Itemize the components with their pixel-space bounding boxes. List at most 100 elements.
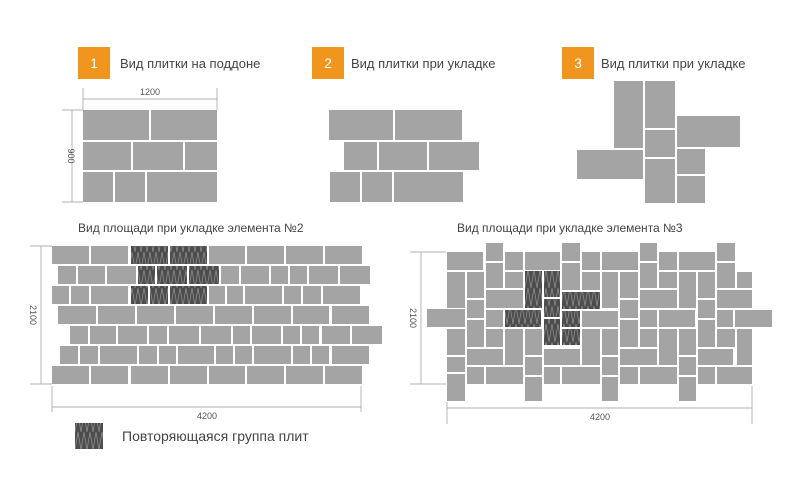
panel-3-tile	[577, 150, 643, 179]
area-3-tile	[717, 367, 752, 384]
area-3-tile	[735, 310, 772, 327]
area-3-tile	[698, 272, 715, 298]
area-2-tile	[340, 266, 370, 284]
area-2-tile	[322, 326, 350, 344]
legend-label: Повторяющаяся группа плит	[122, 428, 309, 444]
area-3-repeat-tile	[544, 319, 560, 345]
area-2-tile	[286, 366, 323, 384]
panel-3-tile	[614, 81, 643, 148]
badge-2-number: 2	[324, 55, 332, 71]
area-3-tile	[486, 310, 503, 327]
panel-2-title: Вид плитки при укладке	[351, 56, 495, 71]
area-2-tile	[216, 346, 233, 364]
area-2-tile	[60, 346, 78, 364]
panel-1-tile	[151, 110, 217, 140]
area-2-tile	[221, 266, 239, 284]
area-3-repeat-tile	[562, 329, 580, 345]
area-3-tile	[620, 272, 638, 298]
area-3-tile	[620, 367, 638, 384]
area-2-tile	[100, 346, 137, 364]
area-3-tile	[467, 300, 484, 318]
area-2-tile	[323, 286, 360, 304]
area-3-tile	[582, 329, 600, 365]
area-2-repeat-tile	[170, 286, 207, 304]
panel-2-tile	[362, 172, 392, 202]
area-3-tile	[602, 377, 618, 401]
area-3-tile	[659, 329, 677, 365]
panel-1-tile	[83, 142, 131, 170]
area-2-tile	[209, 366, 245, 384]
area-2-tile	[312, 346, 329, 364]
area-3-tile	[486, 329, 503, 347]
area-2-tile	[58, 266, 76, 284]
area-3-tile	[447, 329, 465, 355]
badge-3	[562, 47, 594, 79]
area-3-tile	[640, 329, 657, 347]
area-2-tile	[303, 286, 321, 304]
area-2-tile	[149, 326, 167, 344]
area-2-tile	[309, 266, 338, 284]
area-3-tile	[698, 320, 715, 347]
area-2-tile	[332, 306, 369, 324]
panel-2-tile	[329, 110, 393, 140]
area-3-tile	[447, 357, 465, 372]
area-3-tile	[659, 252, 677, 270]
area-3-tile	[620, 320, 638, 347]
panel-1-tile	[83, 110, 149, 140]
area-2-tile	[78, 266, 105, 284]
area-3-title: Вид площади при укладке элемента №3	[457, 221, 683, 235]
area-3-tile	[447, 272, 465, 308]
area-2-tile	[201, 326, 231, 344]
panel-3-tile	[645, 81, 675, 128]
panel-1-tile	[83, 172, 113, 202]
area-3-tile	[620, 300, 638, 318]
area-3-tile	[620, 349, 657, 365]
area-3-tile	[737, 272, 752, 288]
area-3-tile	[679, 357, 696, 375]
panel-2-tile	[395, 110, 462, 140]
panel-1-tile	[133, 142, 183, 170]
legend-swatch-icon	[75, 423, 103, 449]
area-2-tile	[209, 246, 245, 264]
area-2-tile	[90, 326, 116, 344]
area-3-tile	[447, 374, 465, 401]
panel-1-tile	[185, 142, 217, 170]
area-2-tile	[209, 286, 225, 304]
area-3-tile	[467, 272, 484, 298]
area-2-dimensions	[30, 245, 362, 412]
area-3-tile	[640, 367, 677, 384]
panel-3-tile	[645, 130, 675, 157]
area-2-tile	[227, 286, 243, 304]
area-2-repeat-tile	[131, 286, 148, 304]
area-2-tile	[241, 266, 269, 284]
area-2-tile	[159, 346, 176, 364]
area-2-tile	[271, 266, 288, 284]
area-2-tile	[169, 326, 199, 344]
area-3-repeat-tile	[544, 271, 560, 297]
area-2-tile	[325, 366, 362, 384]
panel-2-tile	[344, 142, 377, 170]
area-3-tile	[737, 329, 752, 365]
area-2-tile	[91, 366, 128, 384]
panel-3-tile	[645, 159, 675, 203]
area-2-repeat-tile	[170, 246, 207, 264]
area-2-width-label: 4200	[197, 411, 217, 421]
area-2-height-label: 2100	[28, 305, 38, 325]
area-2-tile	[283, 326, 300, 344]
area-3-tile	[562, 367, 600, 384]
area-2-tile	[352, 326, 382, 344]
area-3-tile	[717, 290, 752, 308]
area-3-width-label: 4200	[590, 412, 610, 422]
area-2-title: Вид площади при укладке элемента №2	[78, 221, 304, 235]
area-2-tile	[252, 326, 281, 344]
area-3-tile	[679, 329, 696, 355]
tiles-layer	[52, 81, 772, 401]
panel-3-tile	[677, 149, 705, 174]
area-3-tile	[698, 349, 733, 365]
badge-3-number: 3	[574, 55, 582, 71]
area-3-tile	[602, 272, 618, 308]
area-3-tile	[602, 329, 618, 355]
panel-1-width-label: 1200	[140, 87, 160, 97]
panel-3-tile	[677, 116, 740, 147]
